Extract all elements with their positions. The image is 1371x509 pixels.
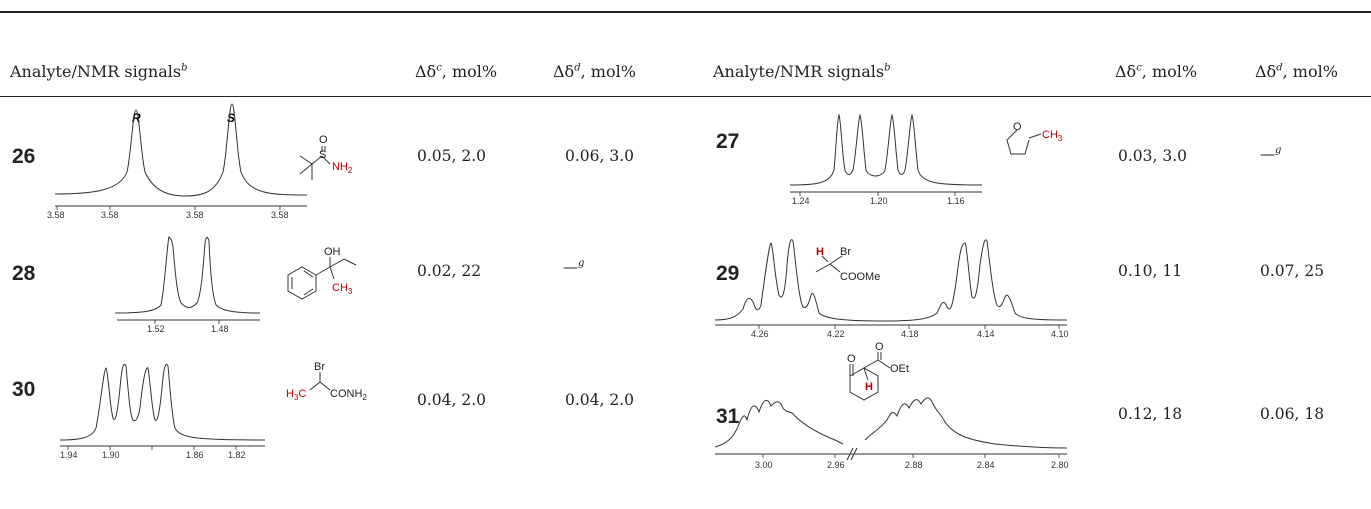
- dd-30: 0.04, 2.0: [565, 391, 635, 409]
- tick-label: 4.22: [827, 329, 845, 339]
- svg-text:CH3: CH3: [1042, 129, 1063, 143]
- molecule-26: O S NH2: [299, 134, 353, 180]
- dc-29: 0.10, 11: [1118, 262, 1183, 280]
- header-dd-right: Δδd, mol%: [1255, 62, 1338, 81]
- molecule-28: OH CH3: [287, 246, 357, 300]
- svg-text:Br: Br: [840, 246, 851, 258]
- svg-text:CONH2: CONH2: [330, 388, 367, 402]
- header-dd-left: Δδd, mol%: [553, 62, 636, 81]
- tick-label: 3.58: [47, 210, 65, 220]
- tick-label: 1.24: [792, 196, 810, 206]
- compound-number-30: 30: [12, 378, 36, 401]
- tick-label: 1.82: [228, 450, 246, 460]
- nmr-spectrum-29: 4.26 4.22 4.18 4.14 4.10: [714, 239, 1069, 339]
- tick-label: 1.90: [102, 450, 120, 460]
- svg-text:OH: OH: [324, 246, 341, 258]
- dd-27: —g: [1260, 145, 1282, 163]
- svg-text:O: O: [847, 353, 856, 365]
- tick-label: 3.58: [101, 210, 119, 220]
- nmr-spectrum-27: 1.24 1.20 1.16: [789, 113, 983, 206]
- header-analyte-right: Analyte/NMR signalsb: [713, 62, 891, 81]
- tick-label: 1.86: [186, 450, 204, 460]
- dc-30: 0.04, 2.0: [417, 391, 487, 409]
- svg-text:OEt: OEt: [890, 363, 909, 375]
- tick-label: 1.16: [947, 196, 965, 206]
- dd-31: 0.06, 18: [1260, 405, 1325, 423]
- tick-label: 3.58: [186, 210, 204, 220]
- compound-number-26: 26: [12, 145, 36, 168]
- molecule-30: Br H3C CONH2: [286, 361, 367, 402]
- compound-number-27: 27: [716, 130, 740, 153]
- nmr-spectrum-26: R S 3.58 3.58 3.58 3.58: [47, 103, 308, 220]
- nmr-spectrum-31: 3.00 2.96 2.88 2.84 2.80: [714, 397, 1069, 470]
- molecule-27: O CH3: [1006, 121, 1063, 155]
- tick-label: 1.20: [870, 196, 888, 206]
- dd-26: 0.06, 3.0: [565, 147, 635, 165]
- svg-text:O: O: [875, 341, 884, 353]
- compound-number-31: 31: [716, 405, 740, 428]
- tick-label: 1.52: [147, 324, 165, 334]
- svg-text:S: S: [319, 149, 326, 161]
- svg-text:H3C: H3C: [286, 388, 306, 402]
- dc-26: 0.05, 2.0: [417, 147, 487, 165]
- svg-text:O: O: [319, 134, 328, 146]
- tick-label: 4.18: [901, 329, 919, 339]
- top-rule: [0, 11, 1371, 13]
- tick-label: 1.94: [60, 450, 78, 460]
- molecule-29: H Br COOMe: [815, 246, 880, 283]
- tick-label: 2.88: [905, 460, 923, 470]
- svg-text:CH3: CH3: [332, 282, 353, 296]
- svg-text:H: H: [816, 246, 824, 258]
- header-analyte-left: Analyte/NMR signalsb: [10, 62, 188, 81]
- dc-27: 0.03, 3.0: [1118, 147, 1188, 165]
- tick-label: 4.10: [1051, 329, 1069, 339]
- dc-31: 0.12, 18: [1118, 405, 1183, 423]
- peak-label-s: S: [227, 111, 235, 125]
- tick-label: 4.14: [977, 329, 995, 339]
- peak-label-r: R: [132, 111, 141, 125]
- svg-text:O: O: [1013, 121, 1022, 133]
- dd-29: 0.07, 25: [1260, 262, 1325, 280]
- svg-text:H: H: [865, 381, 873, 393]
- tick-label: 3.58: [271, 210, 289, 220]
- tick-label: 2.80: [1051, 460, 1069, 470]
- svg-text:Br: Br: [314, 361, 325, 373]
- svg-text:NH2: NH2: [332, 161, 353, 175]
- compound-number-28: 28: [12, 262, 36, 285]
- compound-number-29: 29: [716, 262, 740, 285]
- header-dc-left: Δδc, mol%: [415, 62, 498, 81]
- dd-28: —g: [563, 258, 585, 276]
- molecule-31: O O OEt H: [847, 341, 909, 401]
- nmr-spectrum-30: 1.94 1.90 1.86 1.82: [59, 363, 266, 460]
- tick-label: 4.26: [751, 329, 769, 339]
- tick-label: 1.48: [211, 324, 229, 334]
- tick-label: 2.84: [977, 460, 995, 470]
- header-rule: [0, 96, 1371, 97]
- tick-label: 3.00: [755, 460, 773, 470]
- tick-label: 2.96: [827, 460, 845, 470]
- header-dc-right: Δδc, mol%: [1115, 62, 1198, 81]
- nmr-spectrum-28: 1.52 1.48: [114, 236, 261, 334]
- svg-text:COOMe: COOMe: [840, 271, 880, 283]
- dc-28: 0.02, 22: [417, 262, 482, 280]
